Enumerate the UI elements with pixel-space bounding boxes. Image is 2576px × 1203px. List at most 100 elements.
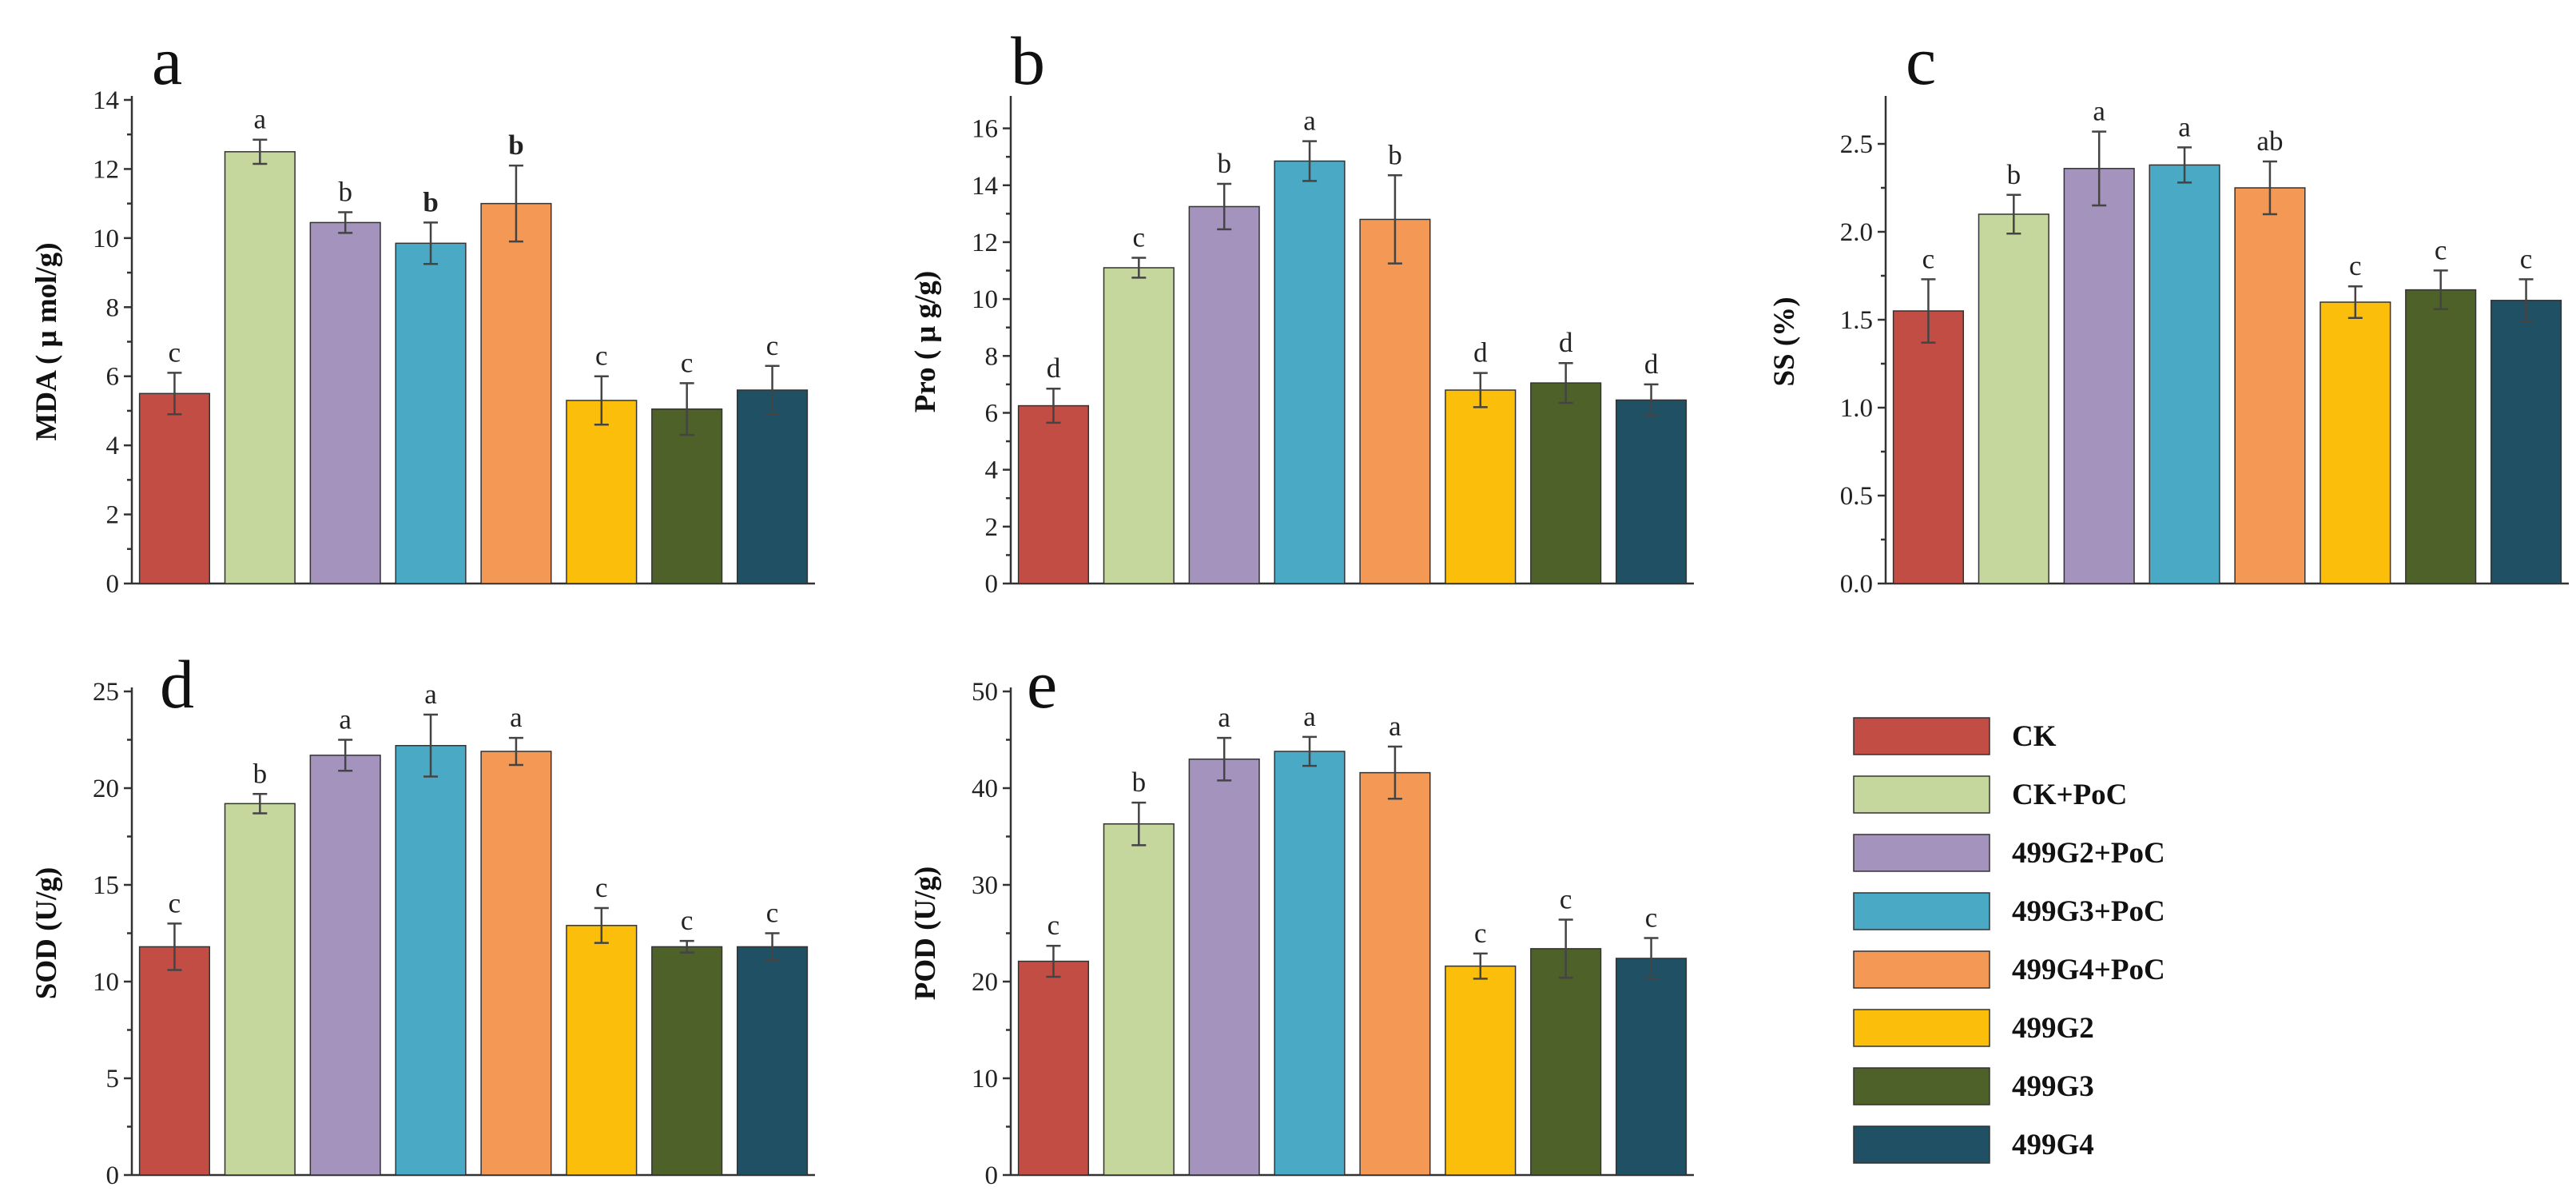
y-tick-label: 16 bbox=[972, 115, 998, 144]
significance-letter: d bbox=[1559, 327, 1573, 358]
legend-label: 499G3 bbox=[2012, 1070, 2094, 1103]
y-tick-label: 0 bbox=[106, 570, 120, 599]
y-tick-label: 6 bbox=[985, 399, 999, 428]
y-axis-label: SS (%) bbox=[1768, 297, 1801, 386]
bar-499g2 bbox=[1445, 389, 1517, 584]
bar-499g3 bbox=[2405, 289, 2477, 584]
significance-letter: c bbox=[2349, 250, 2362, 281]
y-tick-label: 2.0 bbox=[1840, 218, 1873, 247]
bar-499g3 bbox=[1530, 382, 1602, 584]
significance-letter: b bbox=[1132, 767, 1147, 798]
significance-letter: d bbox=[1473, 337, 1488, 368]
legend-swatch bbox=[1853, 892, 1990, 930]
bar-ck-plus-poc bbox=[224, 151, 296, 584]
significance-letter: a bbox=[510, 702, 523, 733]
significance-letter: d bbox=[1644, 349, 1659, 380]
significance-letter: a bbox=[1218, 702, 1230, 733]
bar-499g2-plus-poc bbox=[1188, 205, 1260, 584]
panel-d: 0 5 10 15 20 25 SOD (U/g) d c b a a a c c c bbox=[30, 646, 815, 1190]
significance-letter: c bbox=[2435, 234, 2447, 265]
y-tick-label: 10 bbox=[93, 225, 119, 253]
significance-letter: ab bbox=[2256, 125, 2283, 157]
significance-letter: c bbox=[766, 898, 779, 929]
bar-ck-plus-poc bbox=[224, 803, 296, 1176]
bar-499g4 bbox=[736, 389, 809, 584]
legend-swatch bbox=[1853, 717, 1990, 755]
panel-c: 0.0 0.5 1.0 1.5 2.0 2.5 SS (%) c c b a a ab c c c bbox=[1768, 22, 2569, 599]
panel-label: b bbox=[1011, 22, 1045, 99]
bar-499g3-plus-poc bbox=[395, 242, 467, 584]
bar-499g2 bbox=[566, 925, 638, 1176]
bar-499g4-plus-poc bbox=[480, 202, 552, 584]
y-tick-label: 6 bbox=[106, 363, 120, 392]
y-tick-label: 0 bbox=[985, 570, 999, 599]
significance-letter: c bbox=[169, 337, 181, 368]
panel-a: 0 2 4 6 8 10 12 14 MDA ( μ mol/g) a c a b b b c c c bbox=[30, 22, 815, 599]
y-tick-label: 8 bbox=[985, 342, 999, 371]
significance-letter: c bbox=[595, 341, 608, 372]
y-axis-label: Pro ( μ g/g) bbox=[909, 271, 942, 413]
bar-499g3 bbox=[1530, 948, 1602, 1176]
legend-swatch bbox=[1853, 834, 1990, 872]
bar-ck bbox=[138, 946, 211, 1176]
significance-letter: c bbox=[1560, 884, 1572, 915]
panel-b: 0 2 4 6 8 10 12 14 16 Pro ( μ g/g) b d c b a b d d d bbox=[909, 22, 1694, 599]
y-tick-label: 2 bbox=[106, 501, 120, 530]
significance-letter: c bbox=[1922, 243, 1935, 274]
legend-swatch bbox=[1853, 950, 1990, 989]
y-tick-label: 10 bbox=[93, 968, 119, 997]
bar-499g3-plus-poc bbox=[1274, 751, 1346, 1176]
bar-499g4-plus-poc bbox=[1359, 771, 1431, 1176]
y-tick-label: 30 bbox=[972, 871, 998, 900]
legend-label: 499G4+PoC bbox=[2012, 954, 2165, 986]
bar-499g2 bbox=[2320, 301, 2391, 584]
legend-label: CK bbox=[2012, 720, 2057, 753]
y-tick-label: 8 bbox=[106, 293, 120, 322]
y-tick-label: 0.0 bbox=[1840, 570, 1873, 599]
y-tick-label: 15 bbox=[93, 871, 119, 900]
bar-499g2-plus-poc bbox=[2063, 168, 2135, 584]
legend: CK CK+PoC 499G2+PoC 499G3+PoC 499G4+PoC 499G2… bbox=[1853, 717, 2165, 1164]
significance-letter: b bbox=[423, 186, 438, 217]
significance-letter: a bbox=[254, 104, 267, 135]
y-tick-label: 4 bbox=[985, 456, 999, 485]
bar-499g4-plus-poc bbox=[2234, 187, 2306, 584]
significance-letter: b bbox=[1388, 139, 1402, 170]
bar-ck bbox=[1017, 404, 1090, 584]
significance-letter: c bbox=[1474, 918, 1487, 949]
significance-letter: b bbox=[508, 129, 523, 161]
bar-499g2-plus-poc bbox=[309, 221, 381, 584]
y-tick-label: 5 bbox=[106, 1065, 120, 1093]
legend-label: 499G3+PoC bbox=[2012, 895, 2165, 928]
significance-letter: c bbox=[169, 887, 181, 918]
bar-ck-plus-poc bbox=[1103, 267, 1175, 584]
significance-letter: a bbox=[1303, 701, 1316, 732]
y-tick-label: 0 bbox=[985, 1161, 999, 1190]
significance-letter: c bbox=[1645, 902, 1658, 934]
significance-letter: c bbox=[1047, 910, 1060, 941]
y-tick-label: 14 bbox=[972, 172, 998, 201]
legend-swatch bbox=[1853, 1067, 1990, 1105]
legend-swatch bbox=[1853, 1009, 1990, 1047]
significance-letter: d bbox=[1047, 353, 1061, 384]
y-tick-label: 1.5 bbox=[1840, 306, 1873, 335]
bar-499g2-plus-poc bbox=[309, 755, 381, 1176]
y-axis-label: POD (U/g) bbox=[909, 866, 942, 1001]
significance-letter: a bbox=[339, 704, 352, 735]
bar-499g4 bbox=[736, 946, 809, 1176]
significance-letter: a bbox=[2093, 96, 2105, 127]
panel-e: 0 10 20 30 40 50 POD (U/g) e c b a a a c c c bbox=[909, 646, 1694, 1190]
y-tick-label: 1.0 bbox=[1840, 394, 1873, 423]
significance-letter: b bbox=[2007, 159, 2021, 190]
y-tick-label: 2 bbox=[985, 513, 999, 542]
bar-499g4-plus-poc bbox=[480, 751, 552, 1176]
panel-label: e bbox=[1027, 646, 1057, 723]
y-tick-label: 50 bbox=[972, 678, 998, 707]
bar-499g4 bbox=[1615, 399, 1688, 584]
bar-499g3-plus-poc bbox=[2149, 164, 2220, 584]
significance-letter: a bbox=[424, 679, 437, 710]
legend-label: 499G2 bbox=[2012, 1012, 2094, 1045]
y-tick-label: 4 bbox=[106, 432, 120, 460]
panel-label: d bbox=[160, 646, 194, 723]
